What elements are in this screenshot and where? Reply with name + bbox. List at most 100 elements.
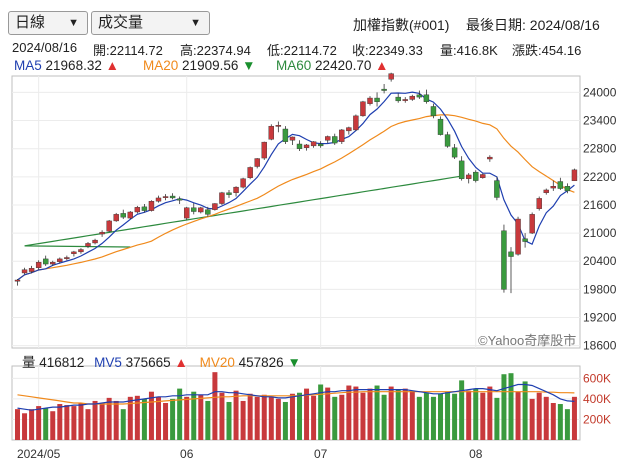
volume-bar xyxy=(184,396,190,440)
candle-body xyxy=(148,201,155,211)
candle-body xyxy=(254,158,260,167)
mv20-value: 457826 xyxy=(238,355,284,370)
volume-bar xyxy=(522,381,528,440)
candle-body xyxy=(198,207,204,213)
candle-body xyxy=(120,213,126,218)
volume-bar xyxy=(289,393,295,440)
date-tick-label: 08 xyxy=(469,447,483,461)
candle-body xyxy=(282,128,289,142)
volume-bar xyxy=(233,390,239,440)
volume-bar xyxy=(423,392,429,440)
candle-body xyxy=(169,195,176,199)
candle-body xyxy=(529,214,535,234)
volume-bar xyxy=(141,398,147,440)
candle-body xyxy=(162,196,169,198)
volume-bar xyxy=(205,400,211,440)
volume-bar xyxy=(36,406,42,440)
candle-body xyxy=(571,169,578,182)
ma20-value: 21909.56 xyxy=(182,58,239,73)
candle-body xyxy=(416,94,423,98)
period-select[interactable]: 日線 ▼ xyxy=(8,11,88,35)
candle-body xyxy=(50,261,56,265)
volume-tick-label: 400K xyxy=(583,392,611,406)
volume-bar xyxy=(254,396,260,440)
candle-body xyxy=(515,218,521,255)
ma60-arrow: ▲ xyxy=(375,58,389,73)
price-tick-label: 19800 xyxy=(583,282,617,296)
index-name: 加權指數(#001) xyxy=(353,17,450,33)
candle-body xyxy=(543,189,549,193)
candle-body xyxy=(155,197,162,202)
candle-body xyxy=(332,136,338,144)
price-tick-label: 22200 xyxy=(583,170,617,184)
ma5-value: 21968.32 xyxy=(45,58,102,73)
volume-bar xyxy=(212,372,218,440)
volume-bar xyxy=(99,403,105,440)
volume-bar xyxy=(261,394,267,440)
volume-bar xyxy=(466,390,472,440)
volume-label: 量 xyxy=(22,355,36,370)
ma20-line xyxy=(17,114,575,281)
candle-body xyxy=(325,136,331,141)
candle-body xyxy=(176,198,183,201)
candle-body xyxy=(289,136,296,141)
ohlc-high: 高:22374.94 xyxy=(180,43,251,58)
volume-bar xyxy=(395,389,401,440)
price-panel-frame xyxy=(11,75,581,349)
volume-bar xyxy=(198,394,204,440)
candle-body xyxy=(360,101,366,117)
ohlc-date: 2024/08/16 xyxy=(12,40,78,55)
ma20-legend: MA20 21909.56 ▼ xyxy=(143,58,256,73)
volume-bar xyxy=(346,385,352,440)
volume-bar xyxy=(367,388,373,440)
volume-bar xyxy=(388,386,394,440)
candle-body xyxy=(487,156,493,160)
volume-bar xyxy=(282,401,288,440)
candle-body xyxy=(409,95,415,100)
candle-body xyxy=(480,174,486,178)
volume-legend: 量 416812 MV5 375665 ▲ MV20 457826 ▼ xyxy=(22,351,301,371)
candle-body xyxy=(296,143,303,149)
price-tick-label: 21000 xyxy=(583,226,617,240)
candle-body xyxy=(353,115,359,131)
volume-bar xyxy=(508,373,514,440)
volume-bar xyxy=(297,392,302,440)
volume-bar xyxy=(480,392,486,440)
ma5-label: MA5 xyxy=(14,58,42,73)
candle-body xyxy=(78,249,84,253)
price-tick-label: 23400 xyxy=(583,114,617,128)
candle-body xyxy=(437,118,444,135)
indicator-select[interactable]: 成交量 ▼ xyxy=(91,11,210,35)
ma60-line xyxy=(24,175,462,248)
mv20-label: MV20 xyxy=(199,355,235,370)
volume-bar xyxy=(452,393,458,440)
candle-body xyxy=(388,73,394,80)
volume-bar xyxy=(402,388,408,440)
price-tick-label: 20400 xyxy=(583,254,617,268)
candle-body xyxy=(106,220,112,232)
volume-bar xyxy=(459,380,465,440)
volume-bar xyxy=(311,395,317,440)
price-tick-label: 19200 xyxy=(583,311,617,325)
candle-body xyxy=(303,144,310,148)
ma60-value: 22420.70 xyxy=(315,58,372,73)
candle-body xyxy=(64,257,70,259)
ma60-label: MA60 xyxy=(276,58,312,73)
volume-bar xyxy=(170,398,176,440)
volume-bar xyxy=(57,404,63,440)
volume-bar xyxy=(113,400,119,440)
candle-body xyxy=(395,96,401,102)
candle-body xyxy=(381,88,387,91)
candle-body xyxy=(423,94,430,102)
volume-bar xyxy=(374,385,380,440)
candle-body xyxy=(473,171,479,181)
volume-bar xyxy=(571,396,577,440)
candle-body xyxy=(536,198,542,209)
volume-bar xyxy=(50,411,56,440)
price-tick-label: 24000 xyxy=(583,85,617,99)
candle-body xyxy=(458,160,465,179)
candle-body xyxy=(43,258,49,265)
volume-bar xyxy=(226,401,232,440)
candle-body xyxy=(183,207,190,219)
